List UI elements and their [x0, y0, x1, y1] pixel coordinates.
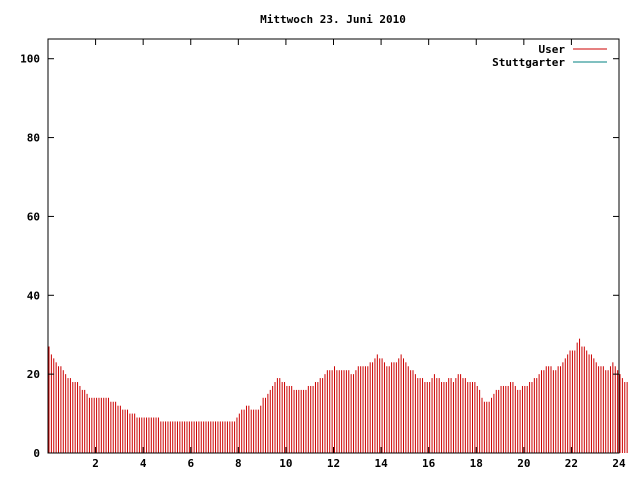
x-tick-label: 6 — [187, 457, 194, 470]
x-tick-label: 14 — [374, 457, 388, 470]
x-tick-label: 12 — [327, 457, 340, 470]
x-tick-label: 16 — [422, 457, 436, 470]
y-tick-label: 80 — [27, 132, 40, 145]
x-tick-label: 8 — [235, 457, 242, 470]
plot-frame — [47, 38, 620, 454]
x-tick-label: 22 — [565, 457, 578, 470]
x-tick-label: 4 — [140, 457, 147, 470]
chart-title: Mittwoch 23. Juni 2010 — [260, 13, 406, 26]
legend-label-stuttgarter: Stuttgarter — [492, 56, 565, 69]
bars-group — [48, 338, 628, 453]
y-tick-label: 40 — [27, 289, 40, 302]
y-tick-label: 0 — [33, 447, 40, 460]
x-tick-label: 10 — [279, 457, 292, 470]
legend: User Stuttgarter — [492, 43, 607, 69]
y-tick-label: 20 — [27, 368, 40, 381]
x-tick-label: 18 — [470, 457, 483, 470]
y-tick-label: 60 — [27, 210, 40, 223]
x-tick-label: 20 — [517, 457, 530, 470]
legend-label-user: User — [539, 43, 566, 56]
x-tick-label: 2 — [92, 457, 99, 470]
y-tick-label: 100 — [20, 53, 40, 66]
x-tick-label: 24 — [612, 457, 626, 470]
